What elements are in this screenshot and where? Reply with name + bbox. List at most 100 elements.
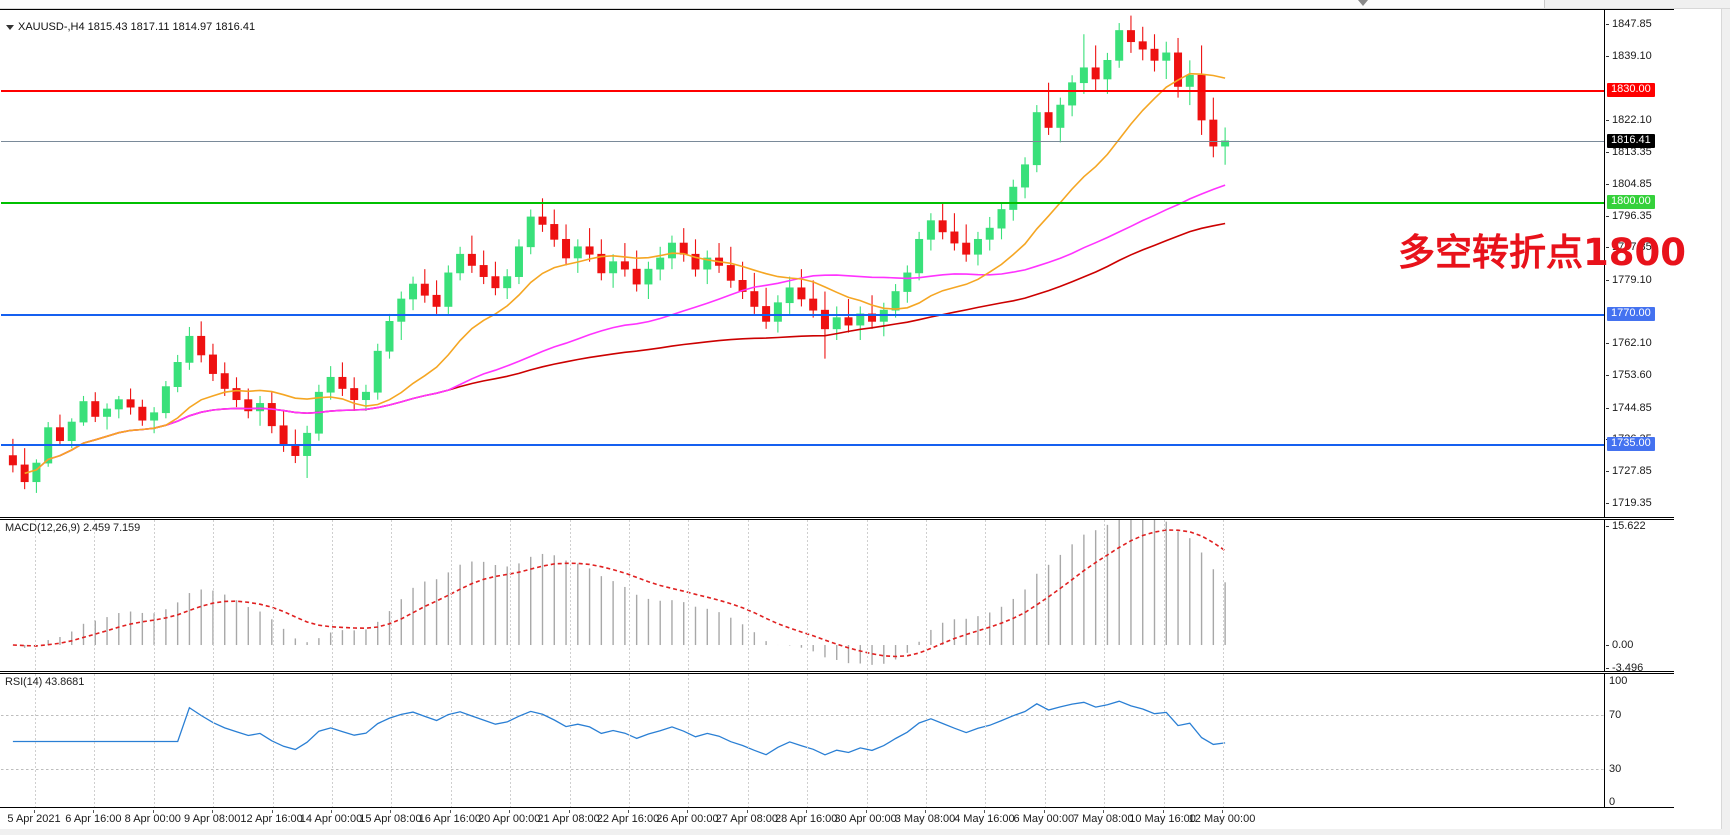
price-tick: 1762.10 [1606, 337, 1652, 349]
time-tick [1043, 810, 1045, 813]
grid-line [985, 674, 987, 807]
price-tick: 1779.10 [1606, 274, 1652, 286]
price-tag-1770.00[interactable]: 1770.00 [1607, 306, 1655, 321]
time-label: 16 Apr 16:00 [418, 813, 481, 825]
macd-axis: 15.622 0.00 -3.496 [1606, 520, 1674, 674]
time-label: 30 Apr 00:00 [834, 813, 897, 825]
time-label: 12 Apr 16:00 [240, 813, 303, 825]
price-tag-1816.41[interactable]: 1816.41 [1607, 133, 1655, 148]
price-tag-1800.00[interactable]: 1800.00 [1607, 195, 1655, 210]
candlestick-series [8, 15, 1230, 493]
vertical-scrollbar[interactable] [1721, 9, 1730, 835]
rsi-series [12, 700, 1226, 756]
grid-line [1163, 674, 1165, 807]
grid-line [688, 520, 690, 671]
price-tick: 1839.10 [1606, 50, 1652, 62]
grid-line [450, 520, 452, 671]
time-label: 6 May 00:00 [1013, 813, 1075, 825]
rsi-guide-30 [1, 768, 1604, 770]
grid-line [35, 520, 36, 671]
level-line-support-1770[interactable] [1, 313, 1604, 316]
time-tick [687, 810, 689, 813]
time-label: 4 May 16:00 [954, 813, 1015, 825]
level-line-support-1735[interactable] [1, 444, 1604, 447]
grid-line [391, 674, 393, 807]
grid-line [94, 520, 96, 671]
time-label: 10 May 16:00 [1129, 813, 1196, 825]
price-tick: 1804.85 [1606, 178, 1652, 190]
grid-line [1223, 674, 1224, 807]
level-line-pivot-1800[interactable] [1, 202, 1604, 205]
grid-line [391, 520, 393, 671]
rsi-plot-area[interactable] [1, 674, 1605, 807]
macd-series [12, 520, 1226, 665]
time-tick [390, 810, 392, 813]
caret-down-icon[interactable] [6, 24, 14, 30]
rsi-tick: 100 [1609, 675, 1628, 687]
grid-line [629, 520, 630, 671]
grid-line [35, 674, 36, 807]
grid-line [1104, 520, 1106, 671]
grid-line [272, 520, 274, 671]
grid-line [153, 520, 155, 671]
time-label: 26 Apr 00:00 [656, 813, 719, 825]
time-tick [746, 810, 748, 813]
grid-line [272, 674, 274, 807]
level-line-resistance-1830[interactable] [1, 90, 1604, 93]
grid-line [510, 520, 512, 671]
grid-line [866, 520, 868, 671]
rsi-tick: 0 [1609, 796, 1616, 808]
time-tick [1162, 810, 1164, 813]
time-tick [806, 810, 808, 813]
time-label: 7 May 08:00 [1072, 813, 1134, 825]
grid-line [985, 520, 987, 671]
time-tick [34, 810, 35, 813]
grid-line [569, 520, 571, 671]
rsi-label: RSI(14) 43.8681 [5, 676, 85, 688]
price-tick: 1744.85 [1606, 402, 1652, 414]
time-axis[interactable]: 5 Apr 2021 6 Apr 16:00 8 Apr 00:00 9 Apr 08… [0, 810, 1674, 832]
chevron-down-icon[interactable] [1358, 0, 1368, 6]
price-tick: 1787.85 [1606, 241, 1652, 253]
time-tick [628, 810, 629, 813]
scrollbar-thumb[interactable] [0, 0, 1545, 8]
symbol-header: XAUUSD-,H4 1815.43 1817.11 1814.97 1816.… [6, 21, 255, 33]
time-tick [449, 810, 451, 813]
time-label: 9 Apr 08:00 [184, 813, 241, 825]
grid-line [213, 520, 215, 671]
price-tag-1830.00[interactable]: 1830.00 [1607, 83, 1655, 98]
price-axis[interactable]: 1847.85 1839.10 1822.10 1813.35 1804.85 1796.… [1606, 10, 1674, 517]
time-tick [865, 810, 867, 813]
price-plot-area[interactable] [1, 10, 1605, 517]
price-tag-1735.00[interactable]: 1735.00 [1607, 437, 1655, 452]
price-panel: XAUUSD-,H4 1815.43 1817.11 1814.97 1816.… [0, 9, 1674, 518]
grid-line [1044, 674, 1046, 807]
time-tick [93, 810, 95, 813]
time-tick [1103, 810, 1105, 813]
grid-line [747, 674, 749, 807]
grid-line [510, 674, 512, 807]
rsi-tick: 30 [1609, 762, 1622, 775]
rsi-tick: 70 [1609, 708, 1622, 721]
horizontal-scrollbar[interactable] [0, 0, 1730, 9]
time-tick [509, 810, 511, 813]
rsi-panel: RSI(14) 43.8681 100 70 30 0 [0, 673, 1674, 808]
time-label: 28 Apr 16:00 [774, 813, 838, 825]
grid-line [1044, 520, 1046, 671]
time-tick [984, 810, 986, 813]
macd-plot-area[interactable] [1, 520, 1605, 671]
bottom-strip [0, 829, 1730, 835]
grid-line [450, 674, 452, 807]
grid-line [926, 520, 927, 671]
grid-line [94, 674, 96, 807]
time-tick [331, 810, 332, 813]
time-tick [152, 810, 154, 813]
level-line-current-price-1816[interactable] [1, 140, 1604, 142]
macd-label: MACD(12,26,9) 2.459 7.159 [5, 522, 141, 534]
time-label: 14 Apr 00:00 [299, 813, 363, 825]
price-tick: 1813.35 [1606, 146, 1652, 158]
time-tick [925, 810, 926, 813]
time-tick [568, 810, 570, 813]
grid-line [332, 674, 333, 807]
